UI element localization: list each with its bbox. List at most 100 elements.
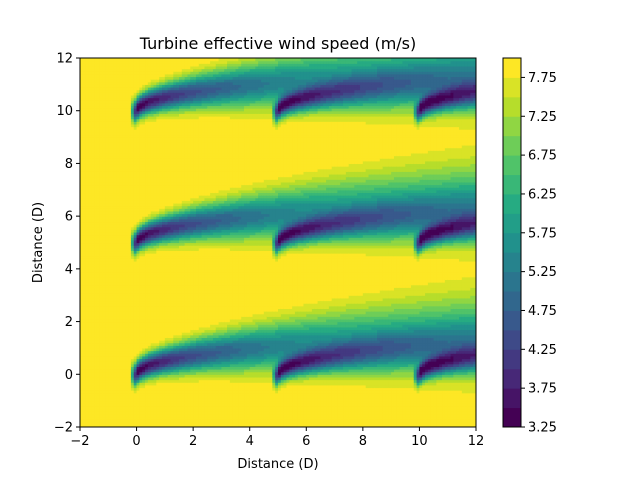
field-cell — [88, 274, 92, 278]
field-cell — [82, 250, 87, 254]
field-cell — [113, 187, 118, 191]
field-cell — [102, 158, 107, 162]
field-cell — [122, 226, 126, 230]
field-cell — [99, 176, 104, 180]
field-cell — [111, 216, 115, 220]
field-cell — [99, 382, 104, 386]
field-cell — [91, 305, 95, 309]
field-cell — [99, 81, 104, 85]
field-cell — [99, 100, 104, 104]
field-cell — [113, 179, 118, 183]
field-cell — [111, 65, 115, 70]
field-cell — [125, 76, 129, 80]
field-cell — [116, 387, 121, 391]
field-cell — [105, 205, 109, 209]
field-cell — [88, 102, 92, 107]
field-cell — [119, 76, 124, 80]
field-cell — [96, 179, 101, 183]
field-cell — [91, 311, 95, 315]
field-cell — [108, 92, 112, 96]
field-cell — [80, 411, 84, 415]
field-cell — [99, 142, 104, 146]
field-cell — [88, 79, 92, 83]
field-cell — [108, 329, 112, 333]
field-cell — [119, 126, 124, 130]
field-cell — [82, 160, 87, 165]
field-cell — [94, 115, 98, 120]
field-cell — [105, 166, 109, 170]
field-cell — [125, 305, 129, 309]
field-cell — [113, 86, 118, 91]
field-cell — [108, 171, 112, 175]
field-cell — [102, 300, 107, 304]
field-cell — [102, 195, 107, 199]
field-cell — [88, 171, 92, 175]
field-cell — [96, 129, 101, 133]
field-cell — [96, 408, 101, 412]
field-cell — [80, 144, 84, 149]
field-cell — [125, 300, 129, 304]
field-cell — [94, 371, 98, 375]
field-cell — [113, 144, 118, 149]
field-cell — [94, 342, 98, 346]
field-cell — [91, 332, 95, 336]
field-cell — [116, 213, 121, 217]
field-cell — [102, 332, 107, 336]
field-cell — [94, 308, 98, 312]
field-cell — [102, 147, 107, 151]
field-cell — [91, 137, 95, 141]
field-cell — [111, 197, 115, 201]
field-cell — [111, 387, 115, 391]
field-cell — [94, 239, 98, 244]
field-cell — [99, 195, 104, 199]
field-cell — [102, 316, 107, 320]
field-cell — [99, 297, 104, 302]
field-cell — [88, 68, 92, 72]
field-cell — [96, 192, 101, 196]
field-cell — [99, 224, 104, 228]
field-cell — [108, 355, 112, 360]
field-cell — [91, 166, 95, 170]
field-cell — [96, 329, 101, 333]
field-cell — [102, 355, 107, 360]
field-cell — [96, 303, 101, 307]
field-cell — [96, 361, 101, 365]
field-cell — [122, 197, 126, 201]
field-cell — [80, 234, 84, 238]
field-cell — [102, 337, 107, 341]
field-cell — [91, 108, 95, 112]
field-cell — [122, 405, 126, 410]
field-cell — [82, 271, 87, 275]
field-cell — [119, 150, 124, 154]
field-cell — [91, 384, 95, 389]
field-cell — [125, 342, 129, 346]
field-cell — [99, 218, 104, 223]
field-cell — [116, 234, 121, 238]
field-cell — [122, 118, 126, 122]
field-cell — [111, 263, 115, 267]
field-cell — [82, 260, 87, 265]
field-cell — [80, 279, 84, 283]
field-cell — [122, 168, 126, 172]
field-cell — [128, 355, 132, 360]
field-cell — [88, 255, 92, 259]
field-cell — [125, 105, 129, 109]
field-cell — [85, 326, 90, 331]
field-cell — [113, 110, 118, 114]
field-cell — [94, 379, 98, 383]
field-cell — [119, 110, 124, 114]
field-cell — [113, 226, 118, 230]
field-cell — [94, 311, 98, 315]
field-cell — [91, 284, 95, 288]
field-cell — [85, 316, 90, 320]
field-cell — [116, 224, 121, 228]
field-cell — [122, 139, 126, 143]
field-cell — [80, 321, 84, 325]
field-cell — [113, 271, 118, 275]
field-cell — [113, 329, 118, 333]
field-cell — [122, 245, 126, 249]
field-cell — [102, 192, 107, 196]
field-cell — [119, 129, 124, 133]
field-cell — [88, 226, 92, 230]
field-cell — [125, 408, 129, 412]
